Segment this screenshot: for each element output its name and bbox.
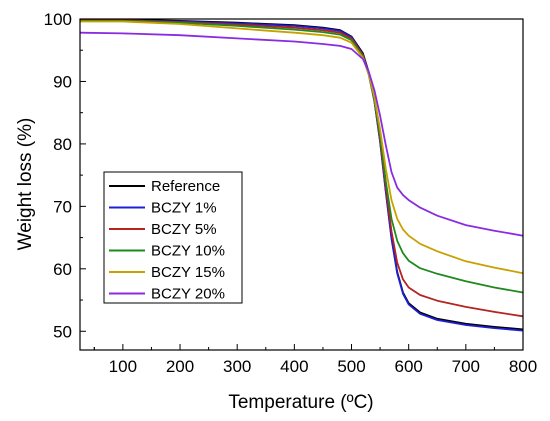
y-tick-label: 100 xyxy=(44,10,72,29)
legend-label: BCZY 15% xyxy=(151,264,225,281)
x-tick-label: 800 xyxy=(509,357,537,376)
legend-label: BCZY 10% xyxy=(151,243,225,260)
x-tick-labels: 100 200 300 400 500 600 700 800 xyxy=(109,357,538,376)
legend-label: BCZY 20% xyxy=(151,286,225,303)
x-tick-label: 300 xyxy=(223,357,251,376)
x-tick-label: 500 xyxy=(337,357,365,376)
y-tick-label: 80 xyxy=(53,135,72,154)
legend-box xyxy=(103,171,243,304)
legend-label: BCZY 1% xyxy=(151,200,217,217)
y-tick-label: 90 xyxy=(53,72,72,91)
series-lines xyxy=(79,18,524,332)
legend-label: BCZY 5% xyxy=(151,221,217,238)
series-line xyxy=(80,20,524,275)
x-axis-title: Temperature (ºC) xyxy=(228,392,373,413)
legend-label: Reference xyxy=(151,178,220,195)
x-tick-label: 100 xyxy=(109,357,137,376)
y-tick-label: 50 xyxy=(53,322,72,341)
y-axis-title: Weight loss (%) xyxy=(15,118,36,251)
x-tick-label: 200 xyxy=(166,357,194,376)
y-tick-labels: 50 60 70 80 90 100 xyxy=(44,10,72,341)
legend: Reference BCZY 1% BCZY 5% BCZY 10% BCZY 15% B… xyxy=(103,171,243,304)
plot-frame xyxy=(79,18,524,351)
y-tick-label: 70 xyxy=(53,197,72,216)
y-tick-label: 60 xyxy=(53,260,72,279)
x-tick-label: 400 xyxy=(280,357,308,376)
x-tick-label: 600 xyxy=(394,357,422,376)
x-tick-label: 700 xyxy=(452,357,480,376)
series-line xyxy=(79,31,524,237)
